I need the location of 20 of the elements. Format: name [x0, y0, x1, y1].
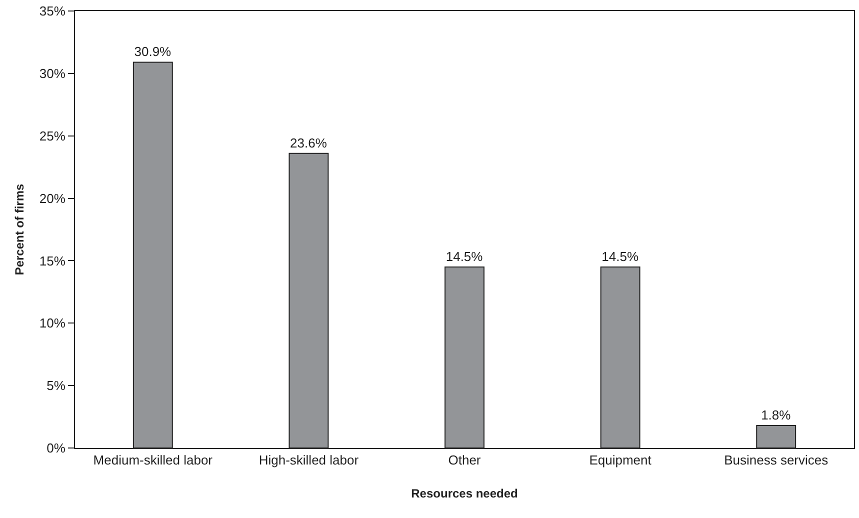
y-tick-label: 35%	[39, 4, 66, 19]
data-label: 14.5%	[602, 248, 639, 264]
y-tick-label: 10%	[39, 316, 66, 331]
data-label: 30.9%	[134, 44, 172, 60]
data-label: 23.6%	[290, 135, 328, 150]
x-tick-label: Medium-skilled labor	[93, 452, 214, 468]
x-tick-label: Other	[448, 452, 482, 468]
y-tick-label: 20%	[39, 190, 66, 206]
y-tick-label: 5%	[46, 378, 66, 394]
x-axis-title: Resources needed	[411, 486, 518, 500]
data-label: 1.8%	[761, 408, 792, 423]
x-tick-label: High-skilled labor	[258, 452, 360, 468]
data-label: 14.5%	[446, 248, 484, 264]
y-tick-label: 25%	[39, 128, 66, 144]
y-axis-title: Percent of firms	[12, 183, 27, 276]
y-tick-label: 15%	[39, 253, 66, 268]
y-tick-label: 0%	[46, 440, 66, 456]
x-tick-label: Business services	[724, 452, 829, 468]
y-tick-label: 30%	[39, 66, 66, 81]
x-tick-label: Equipment	[589, 452, 652, 468]
